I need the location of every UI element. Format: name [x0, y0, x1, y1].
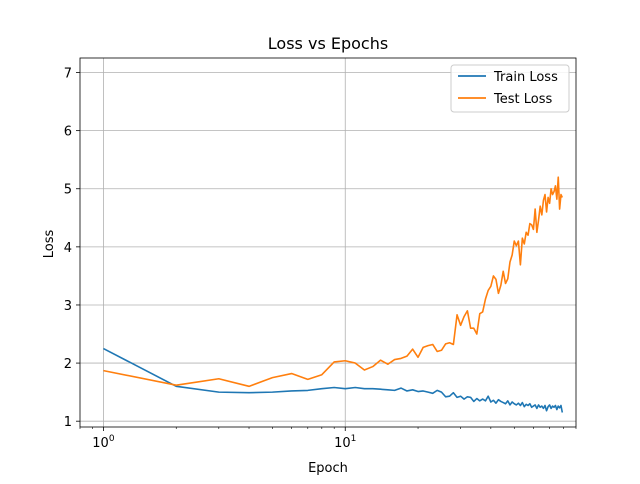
series-line-train-loss: [103, 347, 564, 413]
x-axis-label: Epoch: [308, 461, 348, 476]
y-tick-label: 4: [64, 241, 72, 256]
y-tick-label: 7: [64, 67, 72, 82]
y-tick-label: 5: [64, 183, 72, 198]
y-tick-label: 2: [64, 357, 72, 372]
plot-frame: [79, 57, 577, 428]
x-tick-label: 100: [92, 434, 115, 451]
legend-label: Test Loss: [493, 92, 552, 107]
y-tick-label: 1: [64, 415, 72, 430]
series-group: [103, 176, 564, 413]
legend: Train Loss Test Loss: [450, 64, 570, 113]
series-line-test-loss: [103, 176, 564, 388]
y-tick-label: 6: [64, 125, 72, 140]
chart-title: Loss vs Epochs: [268, 34, 388, 53]
x-tick-label: 101: [334, 434, 356, 451]
legend-label: Train Loss: [493, 70, 558, 85]
y-axis-label: Loss: [42, 230, 57, 259]
axes: 1 2 3 4 5 6 7 100 101: [64, 57, 577, 451]
y-tick-label: 3: [64, 299, 72, 314]
